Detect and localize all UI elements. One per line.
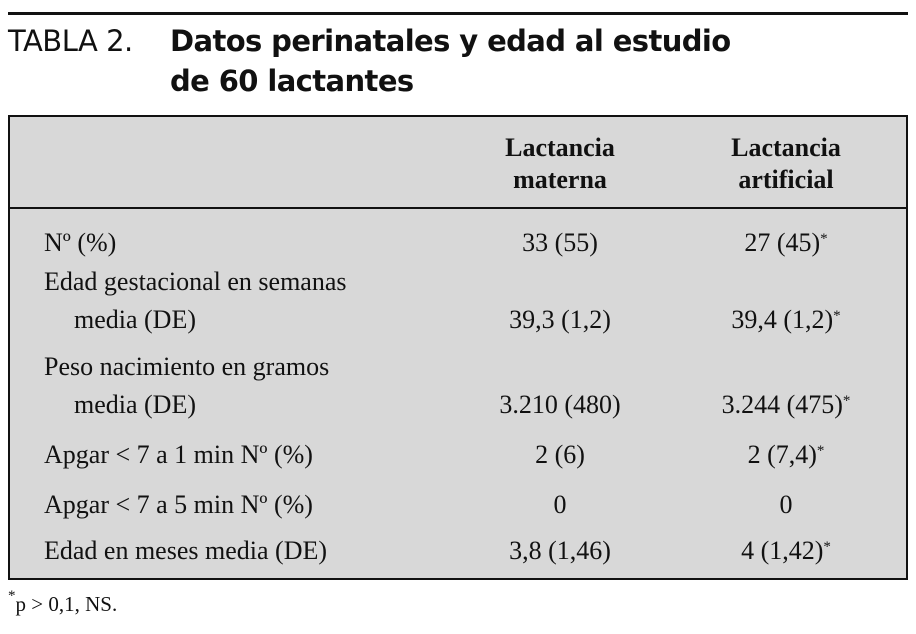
top-rule <box>8 12 908 15</box>
cell-value: 2 (6) <box>535 440 585 469</box>
cell-value: 0 <box>553 490 567 519</box>
cell: 39,4 (1,2)* <box>666 305 906 335</box>
cell: 3,8 (1,46) <box>440 536 680 566</box>
column-header: Lactancia materna <box>505 133 615 194</box>
cell: 4 (1,42)* <box>666 536 906 566</box>
header-rule <box>8 207 908 209</box>
table-title: de 60 lactantes <box>170 64 414 98</box>
footnote-text: p > 0,1, NS. <box>15 592 118 616</box>
cell-value: 4 (1,42) <box>741 536 824 565</box>
cell-value: 39,4 (1,2) <box>731 305 834 334</box>
row-label: media (DE) <box>74 390 197 419</box>
cell-value: 0 <box>779 490 793 519</box>
footnote: *p > 0,1, NS. <box>8 588 118 617</box>
row-label: media (DE) <box>74 305 197 334</box>
cell: 33 (55) <box>440 228 680 258</box>
cell-note-mark: * <box>820 231 828 247</box>
row-label: Apgar < 7 a 1 min Nº (%) <box>44 440 313 469</box>
cell-value: 33 (55) <box>522 228 598 257</box>
cell: 3.244 (475)* <box>666 390 906 420</box>
cell: 0 <box>440 490 680 520</box>
cell: 2 (6) <box>440 440 680 470</box>
cell: 39,3 (1,2) <box>440 305 680 335</box>
cell-value: 2 (7,4) <box>747 440 817 469</box>
cell-note-mark: * <box>842 393 851 409</box>
cell-value: 27 (45) <box>744 228 821 257</box>
cell: 27 (45)* <box>666 228 906 258</box>
cell-note-mark: * <box>823 539 831 555</box>
cell: 0 <box>666 490 906 520</box>
row-label: Edad gestacional en semanas <box>44 267 347 296</box>
table-title: Datos perinatales y edad al estudio <box>170 24 731 58</box>
cell-note-mark: * <box>816 443 825 459</box>
cell: 2 (7,4)* <box>666 440 906 470</box>
row-label: Apgar < 7 a 5 min Nº (%) <box>44 490 313 519</box>
cell-note-mark: * <box>833 308 841 324</box>
table-box <box>8 115 908 580</box>
cell-value: 3.210 (480) <box>499 390 621 419</box>
cell-value: 3,8 (1,46) <box>509 536 611 565</box>
table-label: TABLA 2. <box>8 24 133 58</box>
footnote-mark: * <box>8 588 16 604</box>
column-header: Lactancia artificial <box>731 133 841 194</box>
cell-value: 39,3 (1,2) <box>509 305 611 334</box>
row-label: Nº (%) <box>44 228 117 257</box>
cell: 3.210 (480) <box>440 390 680 420</box>
row-label: Edad en meses media (DE) <box>44 536 328 565</box>
cell-value: 3.244 (475) <box>721 390 843 419</box>
row-label: Peso nacimiento en gramos <box>44 352 330 381</box>
